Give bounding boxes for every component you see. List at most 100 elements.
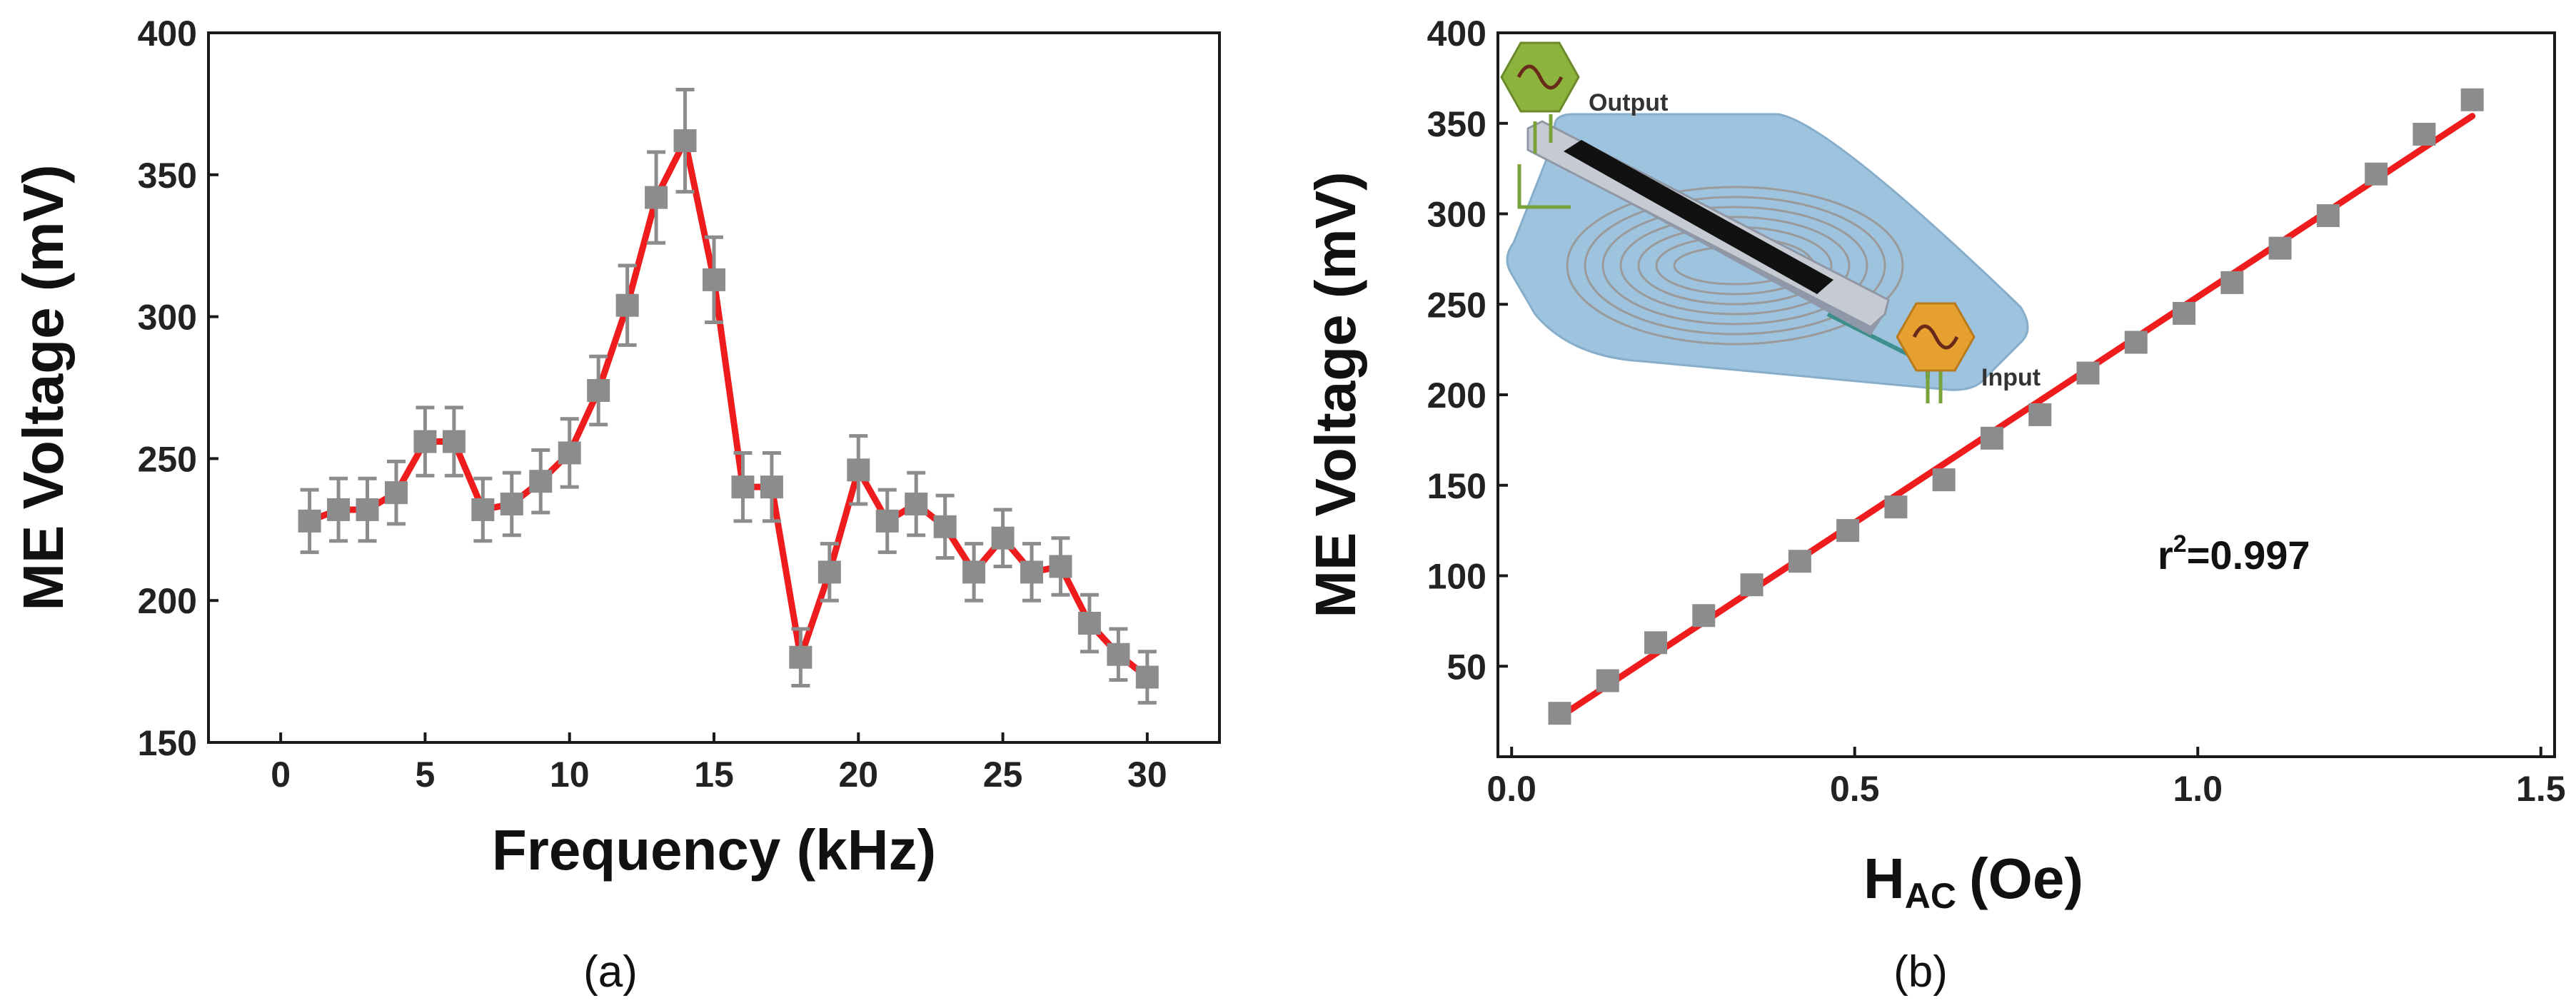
data-point <box>1788 550 1811 573</box>
panel-label-a: (a) <box>583 947 638 997</box>
y-tick-label: 250 <box>1427 285 1486 325</box>
data-point <box>847 458 870 482</box>
y-tick-label: 50 <box>1447 647 1486 687</box>
data-point <box>905 493 928 516</box>
data-point <box>2173 301 2196 325</box>
data-point <box>1596 669 1619 692</box>
axis-ticks-a <box>208 31 1149 744</box>
x-tick-labels-b: 0.0 0.5 1.0 1.5 <box>1486 769 2565 809</box>
x-tick-label: 1.0 <box>2173 769 2223 809</box>
x-tick-label: 30 <box>1127 755 1167 795</box>
x-tick-label: 25 <box>983 755 1023 795</box>
data-point <box>962 560 986 584</box>
y-tick-label: 100 <box>1427 557 1486 597</box>
coil <box>1566 186 1904 346</box>
data-point <box>2365 162 2388 186</box>
data-point <box>1049 555 1072 578</box>
data-point <box>760 475 783 499</box>
data-point <box>789 645 812 669</box>
y-axis-label-a: ME Voltage (mV) <box>11 164 75 610</box>
x-tick-labels-a: 0 5 10 15 20 25 30 <box>271 755 1167 795</box>
y-tick-label: 400 <box>1427 14 1486 54</box>
x-tick-label: 0 <box>271 755 291 795</box>
y-tick-labels-b: 50 100 150 200 250 300 350 400 <box>1427 14 1486 687</box>
data-point <box>1884 495 1908 519</box>
y-tick-label: 200 <box>1427 376 1486 415</box>
data-point <box>384 481 408 505</box>
x-axis-label-a: Frequency (kHz) <box>492 818 936 882</box>
data-point <box>356 498 379 521</box>
axis-ticks-b <box>1498 31 2542 757</box>
chart-panel-a: 150 200 250 300 350 400 0 5 10 15 20 25 30 Frequenc… <box>11 14 1221 997</box>
y-axis-label-b: ME Voltage (mV) <box>1304 171 1367 618</box>
output-wires <box>1517 114 1571 209</box>
data-point <box>2220 271 2244 294</box>
data-point <box>2028 403 2052 426</box>
y-tick-label: 300 <box>138 298 197 338</box>
input-label: Input <box>1981 364 2041 391</box>
data-point <box>529 470 553 493</box>
data-point <box>442 430 466 453</box>
data-point <box>1077 612 1101 635</box>
x-tick-label: 1.5 <box>2516 769 2566 809</box>
device-inset-diagram: Output Input <box>1500 41 2041 403</box>
y-tick-label: 300 <box>1427 195 1486 235</box>
data-point <box>1932 468 1956 492</box>
data-point <box>991 526 1015 550</box>
y-tick-label: 200 <box>138 581 197 621</box>
y-tick-label: 250 <box>138 439 197 479</box>
x-tick-label: 10 <box>550 755 590 795</box>
data-point <box>645 186 668 209</box>
data-point <box>2268 236 2292 260</box>
data-point <box>2124 331 2148 354</box>
x-axis-label-b: HAC (Oe) <box>1863 847 2083 916</box>
data-point <box>558 441 581 465</box>
data-line <box>308 137 1149 680</box>
data-point <box>1135 665 1159 689</box>
x-tick-label: 15 <box>694 755 734 795</box>
data-point <box>1548 702 1571 725</box>
data-point <box>1107 642 1130 666</box>
data-point <box>731 475 755 499</box>
data-point <box>2460 88 2484 111</box>
data-point <box>471 498 495 521</box>
data-point <box>2413 122 2436 146</box>
y-tick-labels-a: 150 200 250 300 350 400 <box>138 14 197 763</box>
data-point <box>615 293 639 317</box>
data-point <box>1740 573 1764 597</box>
data-point <box>703 268 725 291</box>
data-point <box>298 509 321 533</box>
x-tick-label: 0.5 <box>1830 769 1880 809</box>
data-point <box>587 378 610 402</box>
output-label: Output <box>1589 89 1668 116</box>
plot-frame-a <box>207 31 1221 744</box>
data-point <box>1836 519 1860 543</box>
x-tick-label: 20 <box>838 755 878 795</box>
data-point <box>875 509 899 533</box>
data-point <box>1644 631 1668 655</box>
data-point <box>327 498 351 521</box>
data-point <box>2076 361 2100 385</box>
data-point <box>2316 204 2340 228</box>
chart-panel-b: Output Input 50 100 150 200 250 300 350 400 0.0… <box>1304 14 2566 997</box>
y-tick-label: 350 <box>1427 104 1486 144</box>
data-point <box>1020 560 1044 584</box>
series-a <box>298 88 1159 705</box>
data-point <box>1692 604 1716 627</box>
input-wires <box>1926 370 1943 403</box>
data-point <box>500 493 523 516</box>
sine-wave-icon <box>1912 324 1959 350</box>
x-tick-label: 0.0 <box>1486 769 1536 809</box>
y-tick-label: 150 <box>138 723 197 763</box>
sine-wave-icon <box>1516 64 1564 90</box>
y-tick-label: 400 <box>138 14 197 54</box>
panel-label-b: (b) <box>1893 947 1948 997</box>
data-point <box>1980 426 2003 450</box>
data-point <box>673 129 697 153</box>
x-tick-label: 5 <box>416 755 436 795</box>
data-point <box>933 515 957 538</box>
data-point <box>817 560 841 584</box>
series-b <box>1548 88 2484 725</box>
data-point <box>413 430 437 453</box>
